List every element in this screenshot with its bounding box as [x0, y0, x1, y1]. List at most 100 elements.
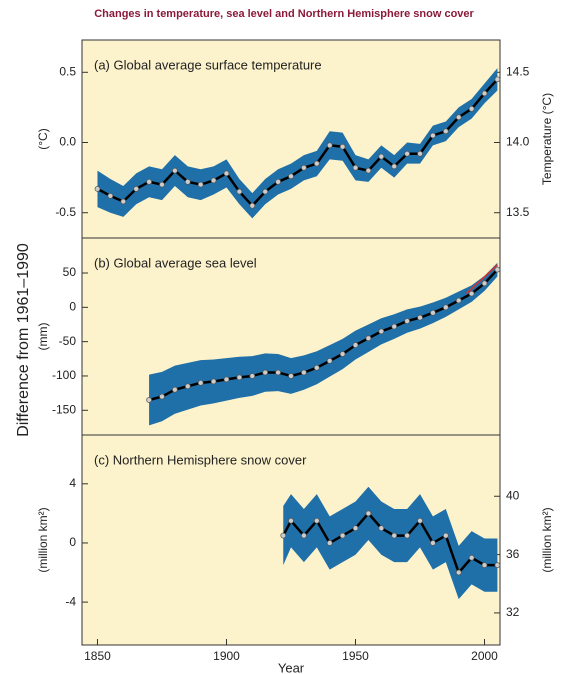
data-point — [391, 323, 398, 330]
y-tick-label: -0.5 — [55, 205, 76, 219]
data-point — [210, 177, 217, 184]
data-point — [249, 373, 256, 379]
y2-tick-label: 14.5 — [506, 64, 530, 78]
data-point — [288, 373, 294, 379]
data-point — [339, 143, 346, 150]
data-point — [326, 358, 333, 364]
panel-title: (a) Global average surface temperature — [94, 57, 322, 72]
data-point — [159, 393, 165, 400]
y-axis-label: Difference from 1961–1990 — [15, 243, 32, 437]
data-point — [120, 198, 127, 205]
data-point — [326, 540, 333, 546]
data-point — [275, 178, 281, 185]
y2-tick-label: 40 — [506, 488, 520, 502]
data-point — [442, 128, 449, 135]
data-point — [455, 114, 462, 121]
data-point — [236, 188, 243, 195]
figure-title: Changes in temperature, sea level and No… — [94, 8, 474, 20]
y2-tick-label: 14.0 — [506, 135, 530, 149]
smoothed-line — [282, 511, 498, 575]
data-point — [481, 562, 488, 568]
data-point — [301, 532, 307, 539]
data-point — [223, 170, 230, 177]
data-point — [262, 369, 269, 376]
smoothed-line — [148, 268, 499, 402]
data-point — [288, 173, 294, 180]
data-point — [172, 167, 178, 174]
data-point — [494, 76, 501, 83]
y2-tick-label: 36 — [506, 547, 520, 561]
data-point — [468, 290, 475, 297]
data-point — [197, 181, 204, 188]
data-point — [249, 202, 256, 209]
data-point — [326, 142, 333, 149]
data-point — [313, 364, 320, 371]
data-point — [468, 105, 475, 112]
y-axis-unit: (mm) — [36, 323, 50, 351]
y-tick-label: 0 — [69, 299, 76, 313]
uncertainty-band — [149, 262, 498, 426]
data-point — [494, 562, 501, 568]
data-point — [184, 383, 191, 390]
y-axis-unit: (million km²) — [36, 507, 50, 572]
y-tick-label: 4 — [69, 476, 76, 490]
y2-axis-label: (million km²) — [540, 507, 554, 572]
y-tick-label: -150 — [52, 402, 76, 416]
y-axis-unit: (°C) — [36, 128, 50, 149]
smoothed-line — [96, 78, 499, 208]
data-point — [288, 517, 294, 524]
data-point — [468, 554, 475, 561]
data-point — [146, 397, 152, 403]
y2-tick-label: 13.5 — [506, 205, 530, 219]
data-point — [430, 309, 436, 316]
x-axis-label: Year — [278, 660, 305, 674]
data-point — [275, 369, 281, 376]
y-tick-label: -4 — [65, 594, 76, 608]
data-point — [417, 150, 423, 157]
data-point — [365, 510, 372, 517]
data-point — [430, 540, 436, 546]
data-point — [391, 532, 398, 539]
data-point — [442, 304, 449, 311]
data-point — [280, 532, 287, 539]
data-point — [107, 193, 114, 199]
data-point — [378, 153, 385, 160]
data-point — [133, 186, 140, 192]
data-point — [339, 532, 346, 539]
data-point — [391, 163, 398, 170]
data-point — [172, 386, 178, 393]
data-point — [197, 379, 204, 386]
y-tick-label: -50 — [59, 334, 77, 348]
data-point — [404, 150, 410, 157]
y-tick-label: 0.5 — [59, 64, 76, 78]
data-point — [417, 314, 423, 321]
panel-title: (b) Global average sea level — [94, 255, 257, 270]
uncertainty-band — [97, 68, 498, 219]
data-point — [455, 297, 462, 304]
data-point — [365, 335, 372, 342]
x-tick-label: 1900 — [213, 649, 240, 663]
uncertainty-band — [283, 486, 498, 600]
data-point — [404, 318, 410, 324]
data-point — [352, 525, 359, 532]
data-point — [339, 351, 346, 357]
data-point — [430, 132, 436, 139]
data-point — [481, 280, 488, 287]
x-tick-label: 1850 — [84, 649, 111, 663]
y2-axis-label: Temperature (°C) — [540, 93, 554, 185]
data-point — [352, 342, 359, 348]
data-point — [417, 517, 423, 524]
data-point — [494, 266, 501, 273]
y-tick-label: 0 — [69, 535, 76, 549]
x-tick-label: 2000 — [471, 649, 498, 663]
data-point — [146, 178, 152, 185]
y-tick-label: 0.0 — [59, 135, 76, 149]
x-tick-label: 1950 — [342, 649, 369, 663]
data-point — [481, 90, 488, 97]
data-point — [94, 186, 101, 192]
satellite-line — [465, 264, 498, 295]
data-point — [223, 376, 230, 383]
data-point — [365, 167, 372, 174]
panel-title: (c) Northern Hemisphere snow cover — [94, 452, 307, 467]
